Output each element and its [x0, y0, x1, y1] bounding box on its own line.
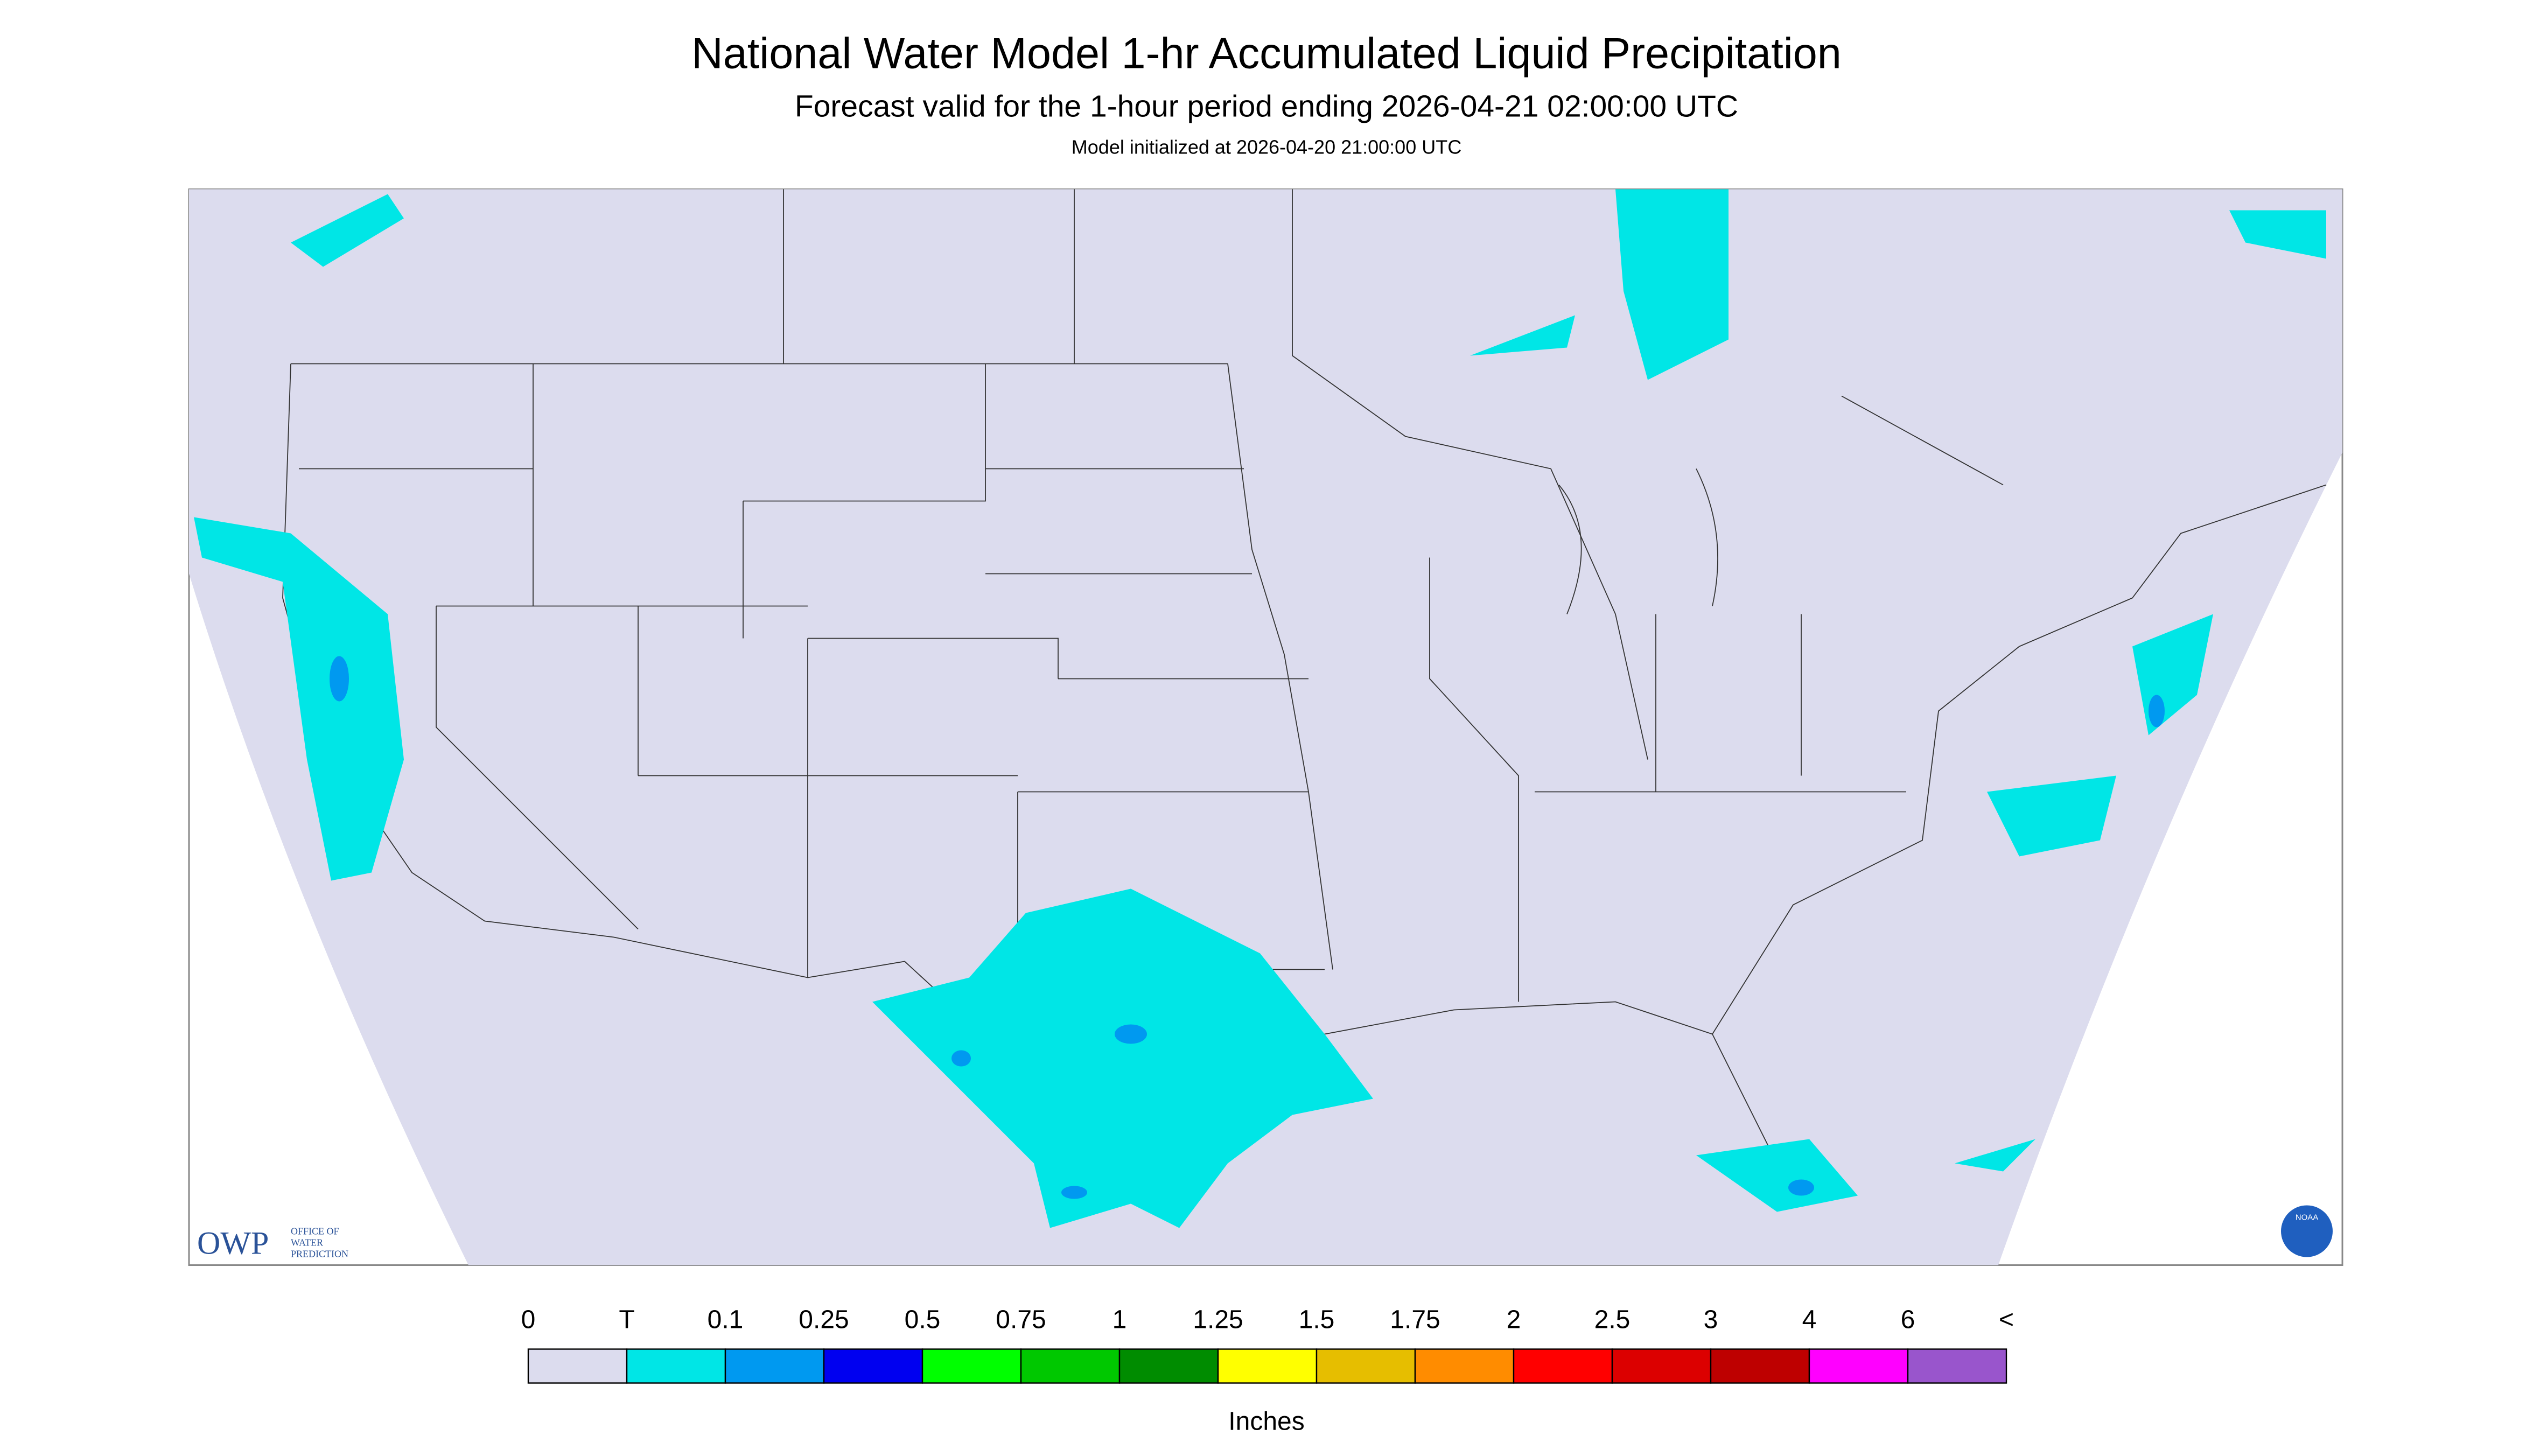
- legend-label: 3: [1704, 1306, 1718, 1334]
- legend-label: T: [619, 1306, 634, 1334]
- legend-swatch: [1020, 1348, 1121, 1384]
- legend-swatch: [1513, 1348, 1613, 1384]
- init-time: Model initialized at 2026-04-20 21:00:00…: [1072, 136, 1461, 158]
- logo-line: WATER: [291, 1237, 323, 1248]
- legend-swatch: [724, 1348, 825, 1384]
- legend-label: 0.25: [799, 1306, 849, 1334]
- legend-swatch: [1710, 1348, 1810, 1384]
- legend-swatch: [823, 1348, 923, 1384]
- legend-label: 2: [1507, 1306, 1521, 1334]
- precip-light: [330, 656, 2165, 1199]
- legend-label: 2.5: [1594, 1306, 1631, 1334]
- legend-label: 1: [1112, 1306, 1127, 1334]
- legend-label: <: [1999, 1306, 2014, 1334]
- noaa-text: NOAA: [2296, 1213, 2319, 1222]
- legend-swatch: [626, 1348, 726, 1384]
- legend-label: 1.5: [1299, 1306, 1335, 1334]
- legend-swatch: [1414, 1348, 1515, 1384]
- legend-swatch: [1217, 1348, 1318, 1384]
- legend-label: 0.1: [708, 1306, 744, 1334]
- legend-swatch: [1907, 1348, 2007, 1384]
- legend-label: 6: [1901, 1306, 1915, 1334]
- legend-swatch: [1118, 1348, 1219, 1384]
- legend-label: 1.25: [1193, 1306, 1243, 1334]
- legend-swatch: [527, 1348, 628, 1384]
- legend-label: 0.5: [905, 1306, 941, 1334]
- legend-swatch: [1316, 1348, 1416, 1384]
- title: National Water Model 1-hr Accumulated Li…: [691, 30, 1842, 78]
- legend-swatch: [921, 1348, 1022, 1384]
- boundaries: [282, 189, 2327, 1196]
- noaa-badge: [2281, 1205, 2333, 1257]
- legend-units: Inches: [1228, 1408, 1304, 1436]
- logo: OWP OFFICE OF WATER PREDICTION NOAA: [197, 1205, 2333, 1261]
- logo-line: PREDICTION: [291, 1249, 348, 1259]
- legend-label: 0.75: [996, 1306, 1046, 1334]
- legend-label: 0: [521, 1306, 536, 1334]
- legend-label: 4: [1802, 1306, 1817, 1334]
- legend-swatch: [1808, 1348, 1909, 1384]
- legend-swatch: [1611, 1348, 1712, 1384]
- domain: [189, 189, 2342, 1265]
- legend-label: 1.75: [1390, 1306, 1440, 1334]
- logo-mark: OWP: [197, 1226, 269, 1261]
- logo-line: OFFICE OF: [291, 1226, 339, 1237]
- subtitle: Forecast valid for the 1-hour period end…: [795, 89, 1738, 124]
- legend: Inches 0 T 0.1 0.25 0.5 0.75 1 1.25 1.5 1.75 2 2.5 3…: [521, 1306, 2014, 1436]
- map: OWP OFFICE OF WATER PREDICTION NOAA: [188, 188, 2343, 1266]
